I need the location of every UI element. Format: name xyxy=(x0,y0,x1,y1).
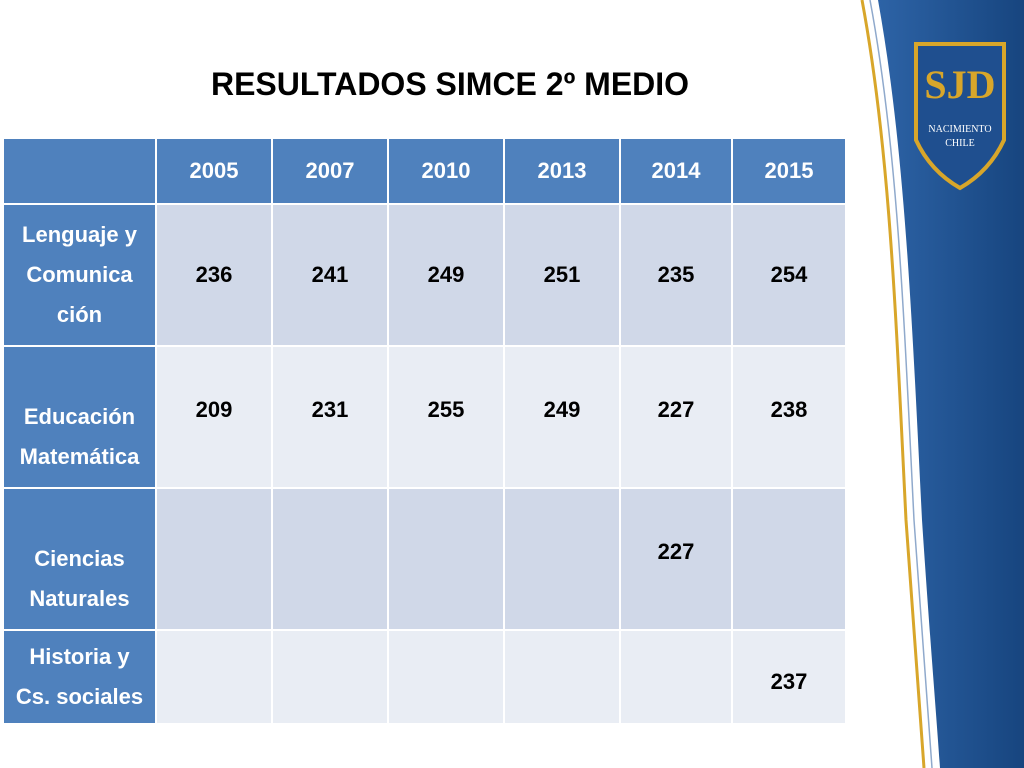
year-header: 2005 xyxy=(157,139,271,203)
school-logo: SJD NACIMIENTO CHILE xyxy=(914,42,1006,191)
subject-cell: Historia y Cs. sociales xyxy=(4,631,155,723)
score-cell xyxy=(389,489,503,629)
score-cell xyxy=(389,631,503,723)
score-cell: 236 xyxy=(157,205,271,345)
year-header: 2010 xyxy=(389,139,503,203)
subject-line: Cs. sociales xyxy=(15,684,144,709)
year-header: 2013 xyxy=(505,139,619,203)
score-cell: 237 xyxy=(733,631,845,723)
score-cell xyxy=(157,631,271,723)
year-header: 2014 xyxy=(621,139,731,203)
subject-line: ción xyxy=(56,302,103,327)
score-cell xyxy=(621,631,731,723)
score-cell: 241 xyxy=(273,205,387,345)
logo-line2: CHILE xyxy=(945,138,974,149)
subject-line: Matemática xyxy=(19,444,140,469)
subject-cell: Educación Matemática xyxy=(4,347,155,487)
logo-line1: NACIMIENTO xyxy=(928,124,991,135)
score-cell: 209 xyxy=(157,347,271,487)
score-cell: 231 xyxy=(273,347,387,487)
subject-cell: Lenguaje y Comunica ción xyxy=(4,205,155,345)
table-row: Lenguaje y Comunica ción 236 241 249 251… xyxy=(4,205,845,345)
score-cell: 238 xyxy=(733,347,845,487)
simce-results-table: 2005 2007 2010 2013 2014 2015 Lenguaje y… xyxy=(2,137,847,725)
slide-title: RESULTADOS SIMCE 2º MEDIO xyxy=(210,66,690,102)
subject-line: Ciencias xyxy=(34,546,125,571)
score-cell: 249 xyxy=(505,347,619,487)
subject-line: Educación xyxy=(23,404,136,429)
subject-line: Historia y xyxy=(29,644,130,669)
score-cell: 255 xyxy=(389,347,503,487)
score-cell xyxy=(273,489,387,629)
corner-cell xyxy=(4,139,155,203)
score-cell: 251 xyxy=(505,205,619,345)
year-header: 2007 xyxy=(273,139,387,203)
score-cell: 227 xyxy=(621,347,731,487)
logo-initials: SJD xyxy=(924,62,995,107)
score-cell xyxy=(157,489,271,629)
score-cell xyxy=(505,489,619,629)
score-cell xyxy=(273,631,387,723)
score-cell: 254 xyxy=(733,205,845,345)
score-cell: 227 xyxy=(621,489,731,629)
table-row: Ciencias Naturales 227 xyxy=(4,489,845,629)
score-cell: 249 xyxy=(389,205,503,345)
year-header: 2015 xyxy=(733,139,845,203)
score-cell: 235 xyxy=(621,205,731,345)
subject-line: Lenguaje y xyxy=(22,222,137,247)
shield-shape xyxy=(914,42,1006,191)
subject-cell: Ciencias Naturales xyxy=(4,489,155,629)
subject-line: Naturales xyxy=(29,586,130,611)
table-row: Historia y Cs. sociales 237 xyxy=(4,631,845,723)
score-cell xyxy=(505,631,619,723)
header-row: 2005 2007 2010 2013 2014 2015 xyxy=(4,139,845,203)
subject-line: Comunica xyxy=(26,262,133,287)
table-row: Educación Matemática 209 231 255 249 227… xyxy=(4,347,845,487)
score-cell xyxy=(733,489,845,629)
